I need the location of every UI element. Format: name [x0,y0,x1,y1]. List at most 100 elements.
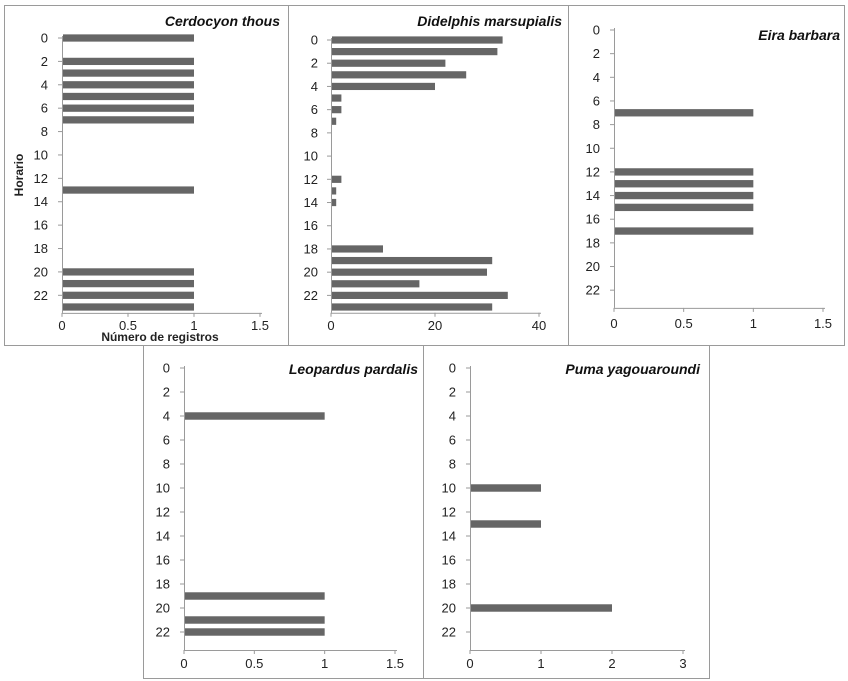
y-tick-label: 20 [304,265,318,280]
y-tick-label: 2 [311,56,318,71]
y-tick-label: 18 [304,241,318,256]
chart-title: Cerdocyon thous [165,13,280,29]
bar [615,227,754,235]
y-tick-label: 16 [34,218,48,233]
y-tick-label: 18 [34,241,48,256]
y-tick-label: 22 [304,288,318,303]
y-tick-label: 16 [156,553,170,568]
y-tick-label: 10 [304,149,318,164]
x-tick-label: 1 [750,316,757,331]
bar [63,81,194,89]
y-tick-label: 18 [586,235,600,250]
y-tick-label: 6 [163,433,170,448]
x-tick-label: 0 [466,656,473,671]
bar [63,116,194,124]
bar [332,268,487,276]
chart-title: Didelphis marsupialis [417,13,562,29]
x-axis-label: Número de registros [101,330,219,344]
bar [185,412,325,420]
x-tick-label: 40 [532,318,546,333]
panel-frame [423,345,710,679]
y-tick-label: 2 [593,46,600,61]
y-tick-label: 22 [442,625,456,640]
y-tick-label: 12 [442,505,456,520]
x-tick-label: 0 [58,318,65,333]
y-tick-label: 4 [449,409,456,424]
x-tick-label: 1.5 [814,316,832,331]
y-tick-label: 18 [156,577,170,592]
x-tick-label: 20 [428,318,442,333]
bar [332,48,498,56]
bar [185,616,325,624]
x-tick-label: 0.5 [245,656,263,671]
y-tick-label: 8 [449,457,456,472]
y-tick-label: 4 [593,70,600,85]
y-tick-label: 8 [41,124,48,139]
chart-panel: 0 2 4 6 8 10 12 14 16 18 20 22 0 20 40 Didelphis marsup… [288,5,569,346]
y-tick-label: 0 [311,33,318,48]
y-tick-label: 4 [163,409,170,424]
x-tick-label: 1 [537,656,544,671]
chart-title: Leopardus pardalis [289,361,418,377]
bar [332,245,383,253]
y-tick-label: 16 [304,218,318,233]
y-tick-label: 2 [449,385,456,400]
y-tick-label: 8 [593,117,600,132]
bar [615,109,754,117]
y-tick-label: 16 [586,212,600,227]
bar [332,82,435,91]
y-tick-label: 0 [163,361,170,376]
bar [615,203,754,212]
bar [63,186,194,194]
x-tick-label: 1 [321,656,328,671]
x-tick-label: 1.5 [386,656,404,671]
chart-panel: 0 2 4 6 8 10 12 14 16 18 20 22 0 0.5 1 1.5 Leopardus par… [143,345,424,679]
bar [185,628,325,636]
y-tick-label: 22 [156,625,170,640]
bar [332,117,337,125]
bar [332,106,342,114]
x-tick-label: 0 [180,656,187,671]
bar [615,168,754,176]
bar [332,280,420,288]
y-tick-label: 6 [593,93,600,108]
x-tick-label: 0 [610,316,617,331]
y-tick-label: 14 [586,188,600,203]
y-tick-label: 12 [34,171,48,186]
y-axis-label: Horario [12,154,26,197]
y-tick-label: 2 [163,385,170,400]
bar [332,175,342,183]
bar [332,187,337,195]
bar [63,57,194,66]
bar [615,191,754,200]
y-tick-label: 8 [311,125,318,140]
y-tick-label: 22 [34,288,48,303]
bar [63,104,194,112]
y-tick-label: 6 [41,101,48,116]
y-tick-label: 14 [304,195,318,210]
y-tick-label: 12 [586,164,600,179]
bar [471,520,541,528]
bar [332,71,467,79]
y-tick-label: 10 [156,481,170,496]
y-tick-label: 2 [41,54,48,69]
y-tick-label: 12 [156,505,170,520]
x-tick-label: 0.5 [119,318,137,333]
x-tick-label: 1 [190,318,197,333]
y-tick-label: 10 [34,147,48,162]
bar [332,94,342,102]
y-tick-label: 6 [449,433,456,448]
bar [332,303,493,311]
y-tick-label: 4 [41,77,48,92]
x-tick-label: 3 [679,656,686,671]
bar [63,34,194,42]
x-tick-label: 1.5 [251,318,269,333]
y-tick-label: 18 [442,577,456,592]
chart-title: Puma yagouaroundi [565,361,701,377]
y-tick-label: 14 [442,529,456,544]
chart-title: Eira barbara [758,27,840,43]
bar [63,303,194,311]
bar [185,592,325,600]
